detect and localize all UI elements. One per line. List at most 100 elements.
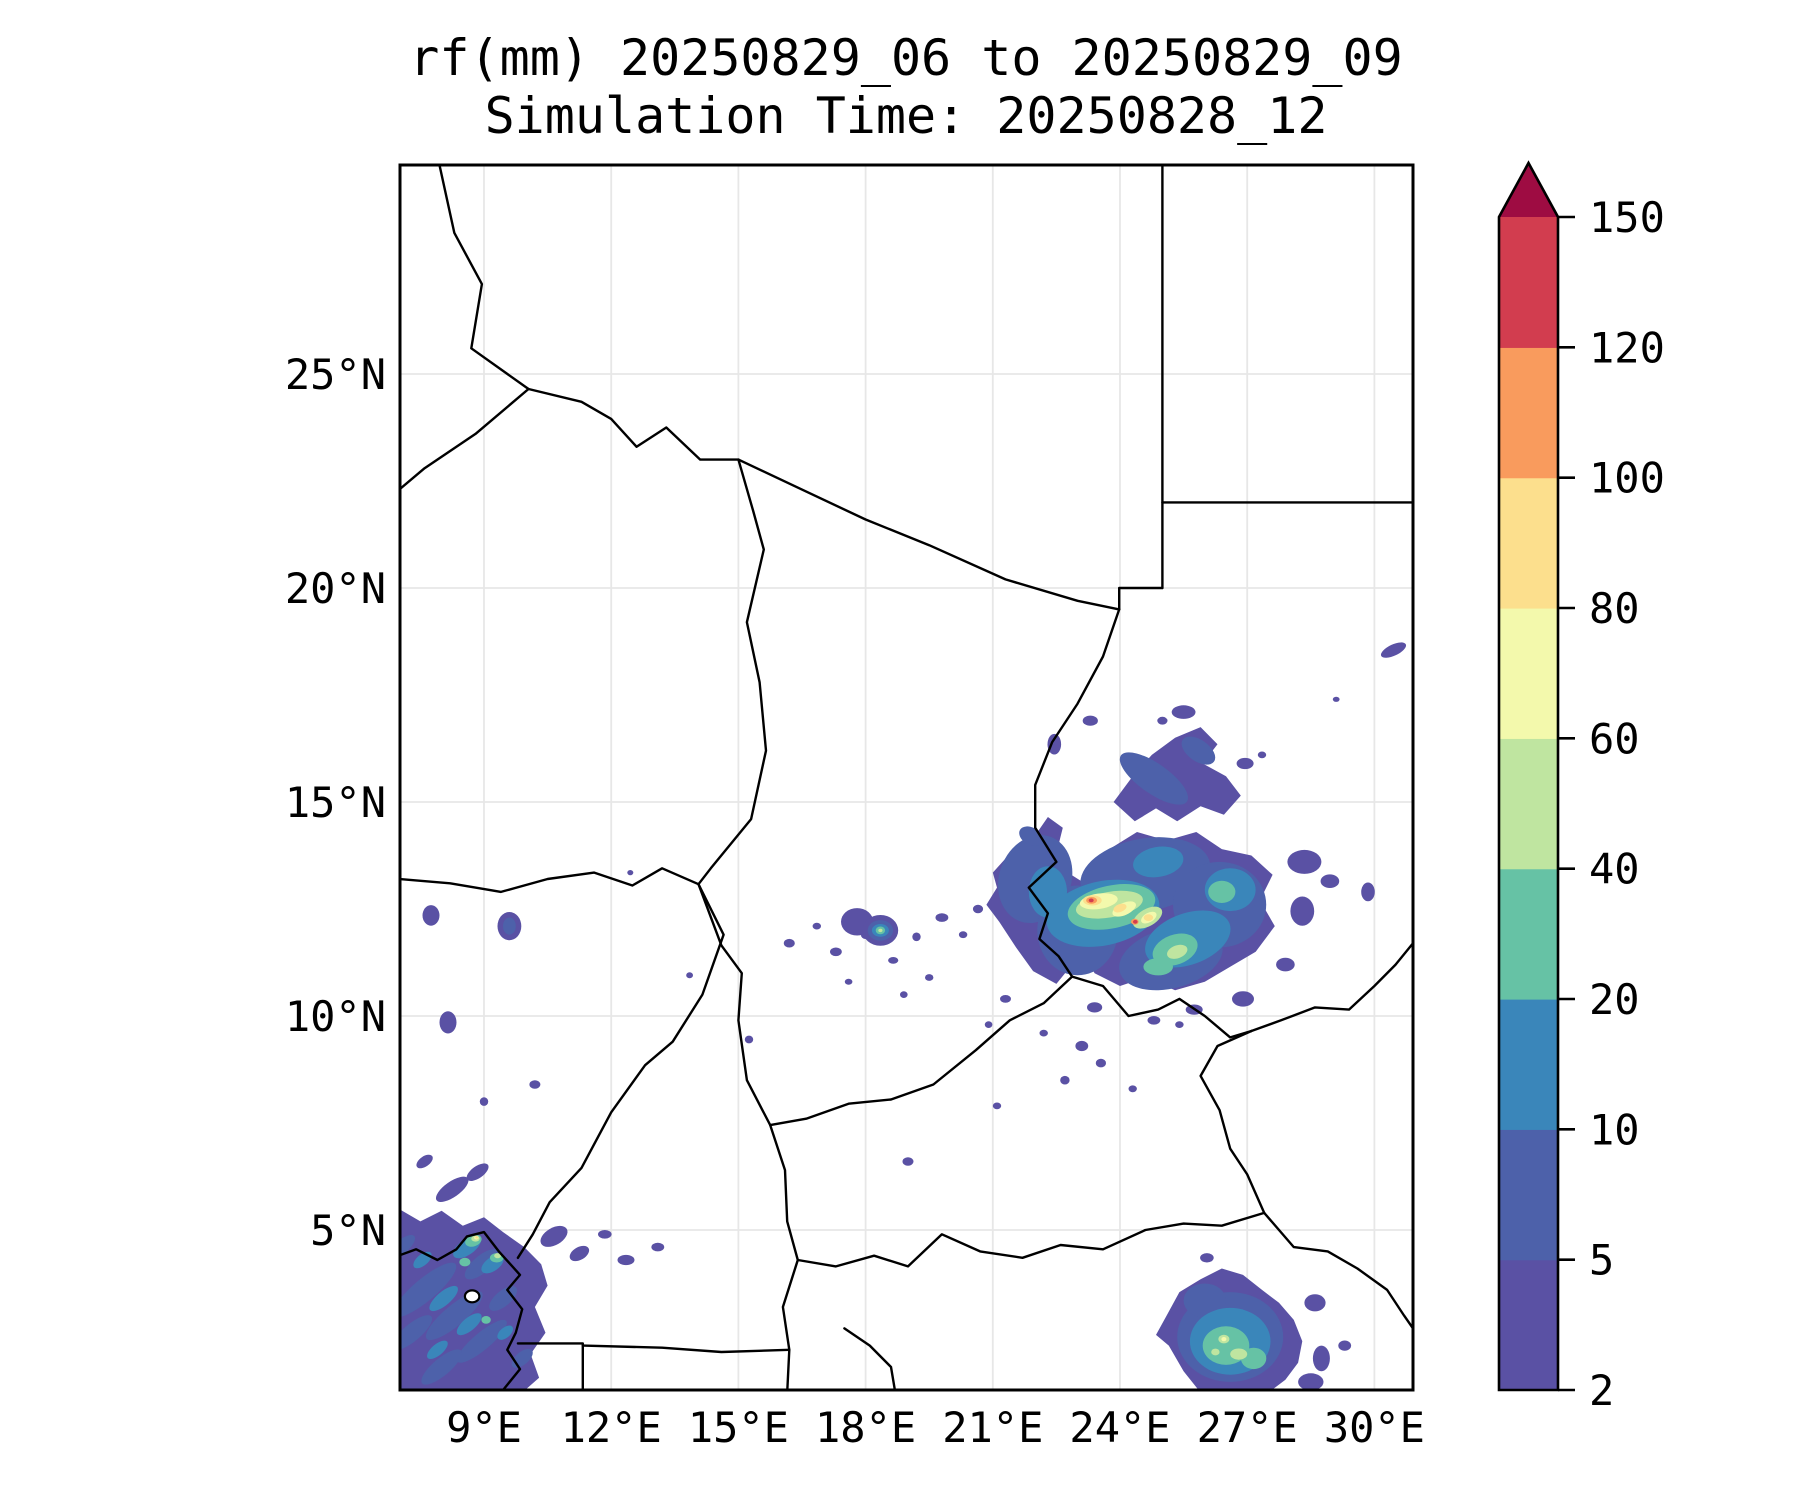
rain-patch (651, 1242, 665, 1252)
colorbar-segment (1499, 1129, 1558, 1261)
colorbar-tick-label: 120 (1589, 323, 1665, 372)
rain-patch (686, 972, 693, 979)
rain-patch (422, 905, 440, 926)
rain-patch (400, 1262, 457, 1318)
border-line (769, 975, 1074, 1127)
rain-patch (497, 1325, 514, 1340)
rain-patch (427, 1340, 448, 1360)
rain-patch (429, 1285, 459, 1312)
rain-patch (466, 1163, 489, 1181)
rain-patch (958, 931, 968, 939)
colorbar-tick-label: 5 (1589, 1236, 1614, 1285)
rain-patch (1338, 1340, 1352, 1351)
x-tick-label: 24°E (1069, 1403, 1170, 1452)
y-tick-label: 5°N (310, 1206, 386, 1255)
x-tick-label: 30°E (1324, 1403, 1425, 1452)
border-line (1070, 975, 1253, 1039)
rain-patch (1236, 757, 1254, 770)
rain-patch (400, 1315, 433, 1351)
rain-patch (1143, 914, 1154, 921)
rain-patch (1230, 1348, 1248, 1360)
rain-patch (1095, 1058, 1106, 1068)
rain-patch (1232, 991, 1254, 1007)
rain-patch (1082, 715, 1098, 726)
rain-patch (1276, 957, 1295, 972)
colorbar-tick-label: 10 (1589, 1105, 1640, 1154)
y-tick-label: 15°N (285, 778, 386, 827)
colorbar-segment (1499, 477, 1558, 609)
rain-patch (569, 1245, 590, 1262)
colorbar: 2 5 10 20 40 60 80 100 120 150 (1497, 160, 1665, 1415)
rain-patch (503, 917, 516, 935)
rain-patch (1147, 1016, 1161, 1025)
rain-patch (479, 1097, 489, 1106)
rain-patch (435, 1176, 469, 1202)
rain-patch (627, 870, 634, 876)
rain-patch (456, 1319, 507, 1363)
rain-patch (783, 938, 795, 948)
rain-patch (494, 1253, 501, 1259)
rain-patch (1290, 896, 1315, 926)
country-borders (400, 165, 1413, 1390)
figure-title-line2: Simulation Time: 20250828_12 (485, 87, 1328, 145)
rain-patch (1171, 705, 1196, 719)
x-tick-label: 27°E (1197, 1403, 1298, 1452)
colorbar-segment (1499, 608, 1558, 739)
rain-patch (888, 957, 899, 964)
rain-patch (844, 978, 853, 985)
rain-patch (1143, 958, 1173, 976)
y-axis-labels: 5°N 10°N 15°N 20°N 25°N (285, 350, 386, 1255)
border-line (516, 883, 725, 1259)
colorbar-tick-label: 20 (1589, 975, 1640, 1024)
x-tick-label: 18°E (815, 1403, 916, 1452)
rain-patch (1119, 752, 1189, 805)
rain-patch (1221, 1337, 1227, 1342)
island-outline (463, 1289, 481, 1304)
rain-patch (1181, 736, 1216, 765)
x-axis-labels: 9°E 12°E 15°E 18°E 21°E 24°E 27°E 30°E (446, 1403, 1425, 1452)
colorbar-tick-label: 80 (1589, 584, 1640, 633)
rain-patch (439, 1011, 457, 1034)
border-line (1118, 586, 1164, 611)
rain-patch (598, 1230, 612, 1239)
rain-patch (1128, 1085, 1137, 1093)
rain-patch (744, 1035, 754, 1044)
border-line (400, 867, 700, 894)
border-line (697, 458, 768, 886)
rain-patch (475, 1236, 479, 1239)
rain-patch (984, 1021, 993, 1028)
rain-patch (1167, 944, 1188, 959)
border-line (1199, 1029, 1266, 1215)
rain-patch (830, 947, 842, 957)
colorbar-outline (1497, 160, 1560, 1392)
rain-patch (1157, 716, 1168, 725)
colorbar-extend-arrow (1499, 163, 1558, 217)
rain-patch (1039, 1029, 1048, 1037)
rain-patch (812, 922, 821, 930)
border-line (400, 1230, 524, 1390)
map-gridlines (400, 165, 1413, 1390)
border-line (1027, 608, 1121, 978)
rain-patch (416, 1154, 433, 1169)
rain-patch (1287, 849, 1322, 874)
border-line (516, 1342, 584, 1390)
rain-patch (925, 974, 934, 981)
rain-patch (1312, 1345, 1330, 1372)
rain-patch (1183, 1283, 1227, 1318)
colorbar-tick-label: 100 (1589, 454, 1665, 503)
border-line (737, 458, 1121, 611)
rain-patch (1047, 733, 1062, 755)
border-line (796, 1211, 1266, 1268)
rain-patch (992, 1102, 1002, 1110)
colorbar-tick-label: 2 (1589, 1366, 1614, 1415)
border-line (400, 387, 530, 491)
rain-patch (459, 1257, 471, 1267)
rain-patch (935, 913, 949, 922)
rain-patch (1028, 866, 1067, 918)
colorbar-segment (1499, 738, 1558, 870)
rain-patch (1211, 1348, 1220, 1356)
colorbar-segment (1499, 999, 1558, 1130)
rain-patch (1304, 1294, 1326, 1312)
